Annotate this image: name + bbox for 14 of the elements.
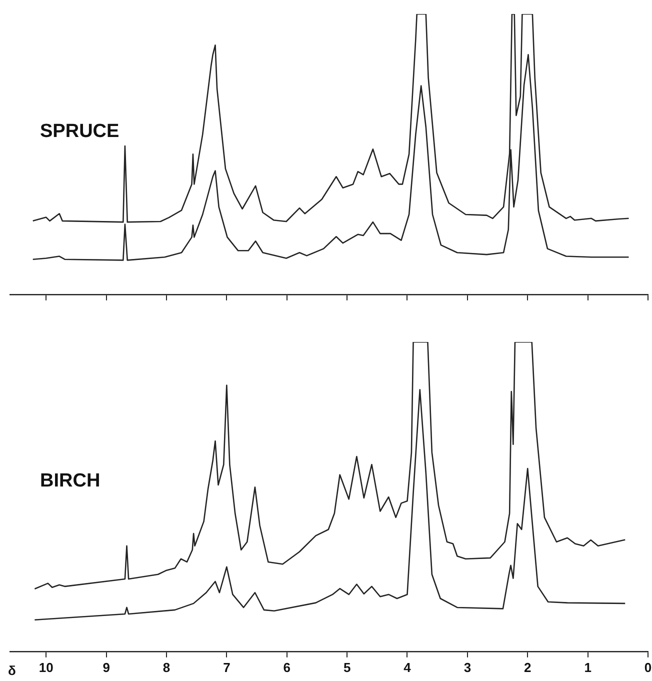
annotation: SPRUCE (40, 121, 120, 142)
x-tick-label: 1 (584, 660, 592, 675)
x-tick-label: 7 (223, 660, 230, 675)
x-tick-label: 0 (644, 660, 652, 675)
x-tick-label: 9 (102, 660, 110, 675)
x-tick-label: 10 (38, 660, 54, 675)
x-tick-label: 2 (524, 660, 532, 675)
x-tick-label: 6 (283, 660, 290, 675)
annotation: BIRCH (40, 470, 100, 492)
x-tick-label: 3 (464, 660, 472, 675)
x-axis-title: δ (8, 662, 16, 678)
x-tick-label: 8 (162, 660, 170, 675)
x-tick-label: 5 (343, 660, 351, 675)
x-tick-label: 4 (404, 660, 412, 675)
